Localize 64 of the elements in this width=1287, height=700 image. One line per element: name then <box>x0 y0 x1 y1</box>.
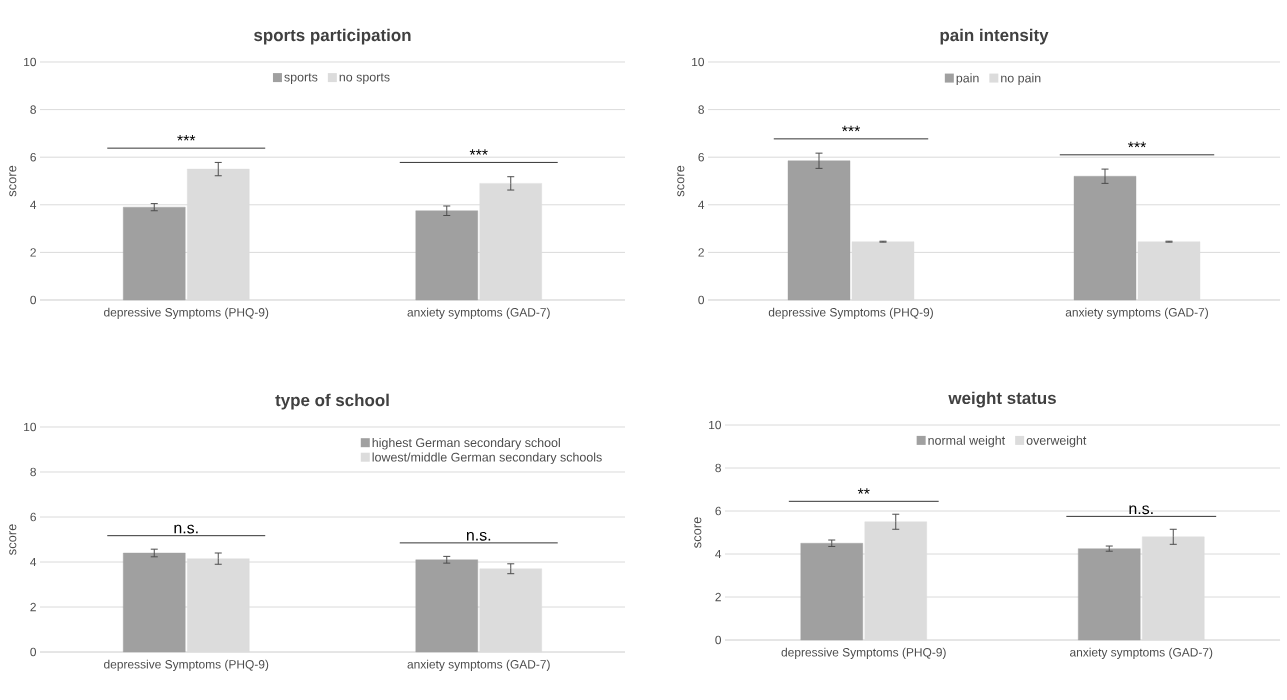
y-tick-label: 10 <box>692 57 705 67</box>
y-tick-label: 8 <box>30 105 36 114</box>
bar <box>800 543 863 641</box>
y-tick-label: 4 <box>698 200 705 209</box>
y-tick-label: 0 <box>30 295 37 305</box>
x-tick-label: anxiety symptoms (GAD-7) <box>407 659 550 671</box>
bar <box>123 206 186 301</box>
y-tick-label: 8 <box>715 463 721 473</box>
x-tick-label: depressive Symptoms (PHQ-9) <box>781 647 946 659</box>
legend-label: pain <box>956 73 979 85</box>
legend-label: highest German secondary school <box>372 437 560 450</box>
legend-label: sports <box>284 73 318 84</box>
bar <box>1073 176 1137 301</box>
y-tick-label: 6 <box>30 152 36 162</box>
y-tick-label: 4 <box>715 549 722 559</box>
y-tick-label: 6 <box>715 506 721 516</box>
annotation: ** <box>857 488 870 494</box>
x-tick-label: depressive Symptoms (PHQ-9) <box>104 659 269 671</box>
y-tick-label: 0 <box>698 295 705 305</box>
chart-title: pain intensity <box>940 28 1049 45</box>
annotation: *** <box>469 149 488 155</box>
y-tick-label: 8 <box>30 467 36 477</box>
y-tick-label: 2 <box>698 248 704 257</box>
x-tick-label: anxiety symptoms (GAD-7) <box>1070 647 1213 659</box>
legend-label: no sports <box>339 73 390 84</box>
legend-label: overweight <box>1026 435 1087 448</box>
x-tick-label: depressive Symptoms (PHQ-9) <box>104 307 269 319</box>
legend-label: lowest/middle German secondary schools <box>372 452 602 465</box>
x-tick-label: anxiety symptoms (GAD-7) <box>1065 307 1208 319</box>
chart-title: weight status <box>948 391 1056 408</box>
annotation: *** <box>841 125 861 132</box>
x-tick-label: depressive Symptoms (PHQ-9) <box>768 307 933 319</box>
y-tick-label: 2 <box>715 592 721 602</box>
y-tick-label: 4 <box>30 557 37 567</box>
y-tick-label: 6 <box>30 512 36 522</box>
annotation: *** <box>1127 141 1147 148</box>
y-axis-title: score <box>677 165 685 197</box>
bar <box>415 559 478 653</box>
y-axis-title: score <box>9 165 17 197</box>
y-tick-label: 2 <box>30 602 36 612</box>
bar <box>123 552 186 653</box>
y-axis-title: score <box>9 524 17 555</box>
chart-title: type of school <box>275 393 389 410</box>
bar <box>1078 548 1141 641</box>
annotation: *** <box>177 134 196 141</box>
y-tick-label: 6 <box>698 152 704 162</box>
y-tick-label: 10 <box>24 57 37 67</box>
annotation: n.s. <box>466 531 491 541</box>
chart-title: sports participation <box>254 28 411 45</box>
annotation: n.s. <box>174 524 198 534</box>
bar <box>787 160 851 301</box>
y-tick-label: 10 <box>709 420 722 430</box>
y-tick-label: 2 <box>30 248 36 257</box>
y-axis-title: score <box>694 517 702 548</box>
x-tick-label: anxiety symptoms (GAD-7) <box>407 307 550 319</box>
y-tick-label: 0 <box>715 635 722 645</box>
y-tick-label: 4 <box>30 200 37 209</box>
y-tick-label: 10 <box>24 422 37 432</box>
legend-label: normal weight <box>928 435 1006 448</box>
annotation: n.s. <box>1129 505 1153 515</box>
bar <box>415 210 478 301</box>
y-tick-label: 0 <box>30 647 37 657</box>
y-tick-label: 8 <box>698 105 704 114</box>
legend-label: no pain <box>1001 73 1041 85</box>
